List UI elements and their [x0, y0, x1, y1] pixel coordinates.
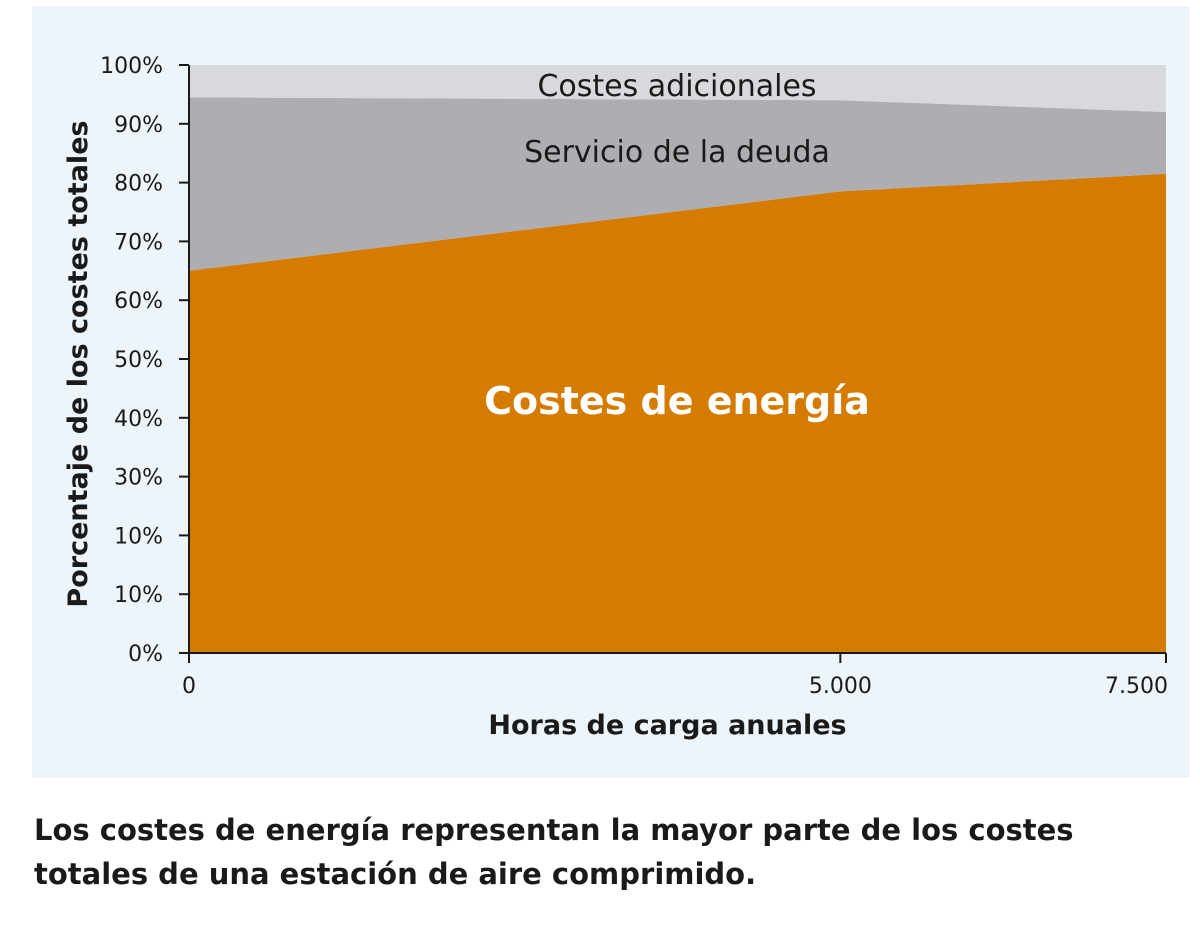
area-costes-adicionales	[189, 65, 1166, 113]
y-tick-label: 10%	[114, 524, 163, 549]
series-label: Costes adicionales	[537, 69, 816, 104]
area-costes-de-energia	[189, 173, 1166, 653]
area-servicio-de-la-deuda	[189, 97, 1166, 271]
y-tick-label: 30%	[114, 466, 163, 491]
x-axis-title: Horas de carga anuales	[488, 710, 846, 741]
x-tick-label: 0	[182, 674, 196, 699]
y-tick-label: 0%	[128, 642, 163, 667]
y-tick-label: 10%	[114, 583, 163, 608]
y-tick-label: 70%	[114, 230, 163, 255]
series-label: Servicio de la deuda	[524, 135, 830, 170]
chart-panel: 0% 10% 10% 30% 40% 50% 60% 70% 80% 90% 100% 0 5.000 7…	[32, 6, 1190, 778]
y-axis-title: Porcentaje de los costes totales	[63, 120, 94, 607]
y-tick-label: 40%	[114, 407, 163, 432]
y-tick-label: 50%	[114, 348, 163, 373]
x-tick-label: 7.500	[1105, 674, 1168, 699]
y-tick-label: 90%	[114, 113, 163, 138]
series-label: Costes de energía	[484, 379, 870, 423]
y-tick-label: 100%	[100, 54, 163, 79]
figure-caption: Los costes de energía representan la may…	[34, 813, 1074, 891]
y-tick-label: 80%	[114, 172, 163, 197]
x-tick-label: 5.000	[809, 674, 872, 699]
area-chart: 0% 10% 10% 30% 40% 50% 60% 70% 80% 90% 100% 0 5.000 7…	[63, 54, 1168, 741]
y-tick-label: 60%	[114, 289, 163, 314]
